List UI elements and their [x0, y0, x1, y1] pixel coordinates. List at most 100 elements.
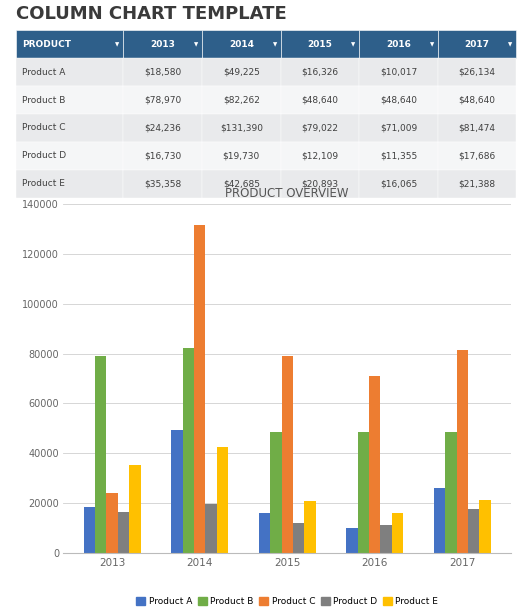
Bar	[259, 513, 270, 553]
Bar	[206, 504, 217, 553]
Text: $26,134: $26,134	[458, 67, 496, 77]
FancyBboxPatch shape	[202, 142, 281, 170]
FancyBboxPatch shape	[438, 170, 516, 198]
Bar	[182, 348, 194, 553]
FancyBboxPatch shape	[16, 170, 123, 198]
Text: PRODUCT: PRODUCT	[22, 40, 71, 49]
FancyBboxPatch shape	[438, 142, 516, 170]
Legend: Product A, Product B, Product C, Product D, Product E: Product A, Product B, Product C, Product…	[133, 594, 442, 608]
Text: 2015: 2015	[308, 40, 333, 49]
Text: Product E: Product E	[22, 179, 65, 188]
FancyBboxPatch shape	[123, 58, 202, 86]
Text: $16,065: $16,065	[380, 179, 417, 188]
Text: ▼: ▼	[115, 42, 120, 47]
Text: $20,893: $20,893	[301, 179, 338, 188]
Text: 2017: 2017	[465, 40, 490, 49]
FancyBboxPatch shape	[202, 86, 281, 114]
FancyBboxPatch shape	[281, 58, 359, 86]
Text: ▼: ▼	[351, 42, 355, 47]
Bar	[434, 488, 445, 553]
Text: $42,685: $42,685	[223, 179, 260, 188]
FancyBboxPatch shape	[281, 86, 359, 114]
FancyBboxPatch shape	[202, 170, 281, 198]
Bar	[445, 432, 457, 553]
Bar	[293, 523, 304, 553]
Text: $16,326: $16,326	[301, 67, 338, 77]
Text: Product B: Product B	[22, 95, 65, 105]
Text: $82,262: $82,262	[223, 95, 260, 105]
FancyBboxPatch shape	[123, 142, 202, 170]
Bar	[194, 225, 206, 553]
FancyBboxPatch shape	[123, 30, 202, 58]
Text: $48,640: $48,640	[301, 95, 338, 105]
Bar	[457, 350, 468, 553]
Bar	[118, 511, 129, 553]
Bar	[304, 501, 316, 553]
Text: $81,474: $81,474	[458, 123, 496, 133]
FancyBboxPatch shape	[16, 86, 123, 114]
FancyBboxPatch shape	[202, 58, 281, 86]
FancyBboxPatch shape	[16, 58, 123, 86]
FancyBboxPatch shape	[359, 86, 438, 114]
FancyBboxPatch shape	[359, 58, 438, 86]
Bar	[171, 430, 182, 553]
FancyBboxPatch shape	[202, 30, 281, 58]
FancyBboxPatch shape	[281, 170, 359, 198]
FancyBboxPatch shape	[202, 114, 281, 142]
Bar	[392, 513, 403, 553]
Text: $48,640: $48,640	[380, 95, 417, 105]
Text: $19,730: $19,730	[223, 151, 260, 161]
Bar	[480, 500, 491, 553]
Bar	[468, 509, 480, 553]
Text: $24,236: $24,236	[144, 123, 181, 133]
Bar	[95, 356, 106, 553]
Text: $16,730: $16,730	[144, 151, 181, 161]
Text: Product A: Product A	[22, 67, 65, 77]
Text: $48,640: $48,640	[458, 95, 496, 105]
Bar	[358, 432, 369, 553]
Text: 2016: 2016	[386, 40, 411, 49]
FancyBboxPatch shape	[281, 114, 359, 142]
Text: Product C: Product C	[22, 123, 65, 133]
Text: 2013: 2013	[150, 40, 175, 49]
Bar	[129, 465, 141, 553]
FancyBboxPatch shape	[359, 170, 438, 198]
FancyBboxPatch shape	[16, 30, 123, 58]
FancyBboxPatch shape	[123, 86, 202, 114]
FancyBboxPatch shape	[16, 114, 123, 142]
FancyBboxPatch shape	[123, 170, 202, 198]
Text: COLUMN CHART TEMPLATE: COLUMN CHART TEMPLATE	[16, 5, 287, 23]
Text: $21,388: $21,388	[458, 179, 496, 188]
FancyBboxPatch shape	[438, 114, 516, 142]
FancyBboxPatch shape	[359, 142, 438, 170]
Text: $11,355: $11,355	[380, 151, 417, 161]
Bar	[369, 376, 380, 553]
FancyBboxPatch shape	[359, 114, 438, 142]
FancyBboxPatch shape	[438, 86, 516, 114]
Bar	[217, 447, 228, 553]
FancyBboxPatch shape	[123, 114, 202, 142]
Text: ▼: ▼	[509, 42, 513, 47]
Bar	[84, 507, 95, 553]
Title: PRODUCT OVERVIEW: PRODUCT OVERVIEW	[226, 187, 349, 200]
FancyBboxPatch shape	[438, 30, 516, 58]
Text: ▼: ▼	[194, 42, 198, 47]
Bar	[380, 525, 392, 553]
Text: ▼: ▼	[430, 42, 434, 47]
Text: Product D: Product D	[22, 151, 66, 161]
Text: $10,017: $10,017	[380, 67, 417, 77]
FancyBboxPatch shape	[359, 30, 438, 58]
Bar	[270, 432, 281, 553]
Text: $71,009: $71,009	[380, 123, 417, 133]
Text: $17,686: $17,686	[458, 151, 496, 161]
FancyBboxPatch shape	[438, 58, 516, 86]
Text: $18,580: $18,580	[144, 67, 181, 77]
Text: $131,390: $131,390	[220, 123, 263, 133]
Bar	[281, 356, 293, 553]
Text: $78,970: $78,970	[144, 95, 181, 105]
Bar	[346, 528, 358, 553]
Text: 2014: 2014	[229, 40, 254, 49]
Text: $49,225: $49,225	[223, 67, 260, 77]
Bar	[106, 492, 118, 553]
Text: $12,109: $12,109	[301, 151, 338, 161]
